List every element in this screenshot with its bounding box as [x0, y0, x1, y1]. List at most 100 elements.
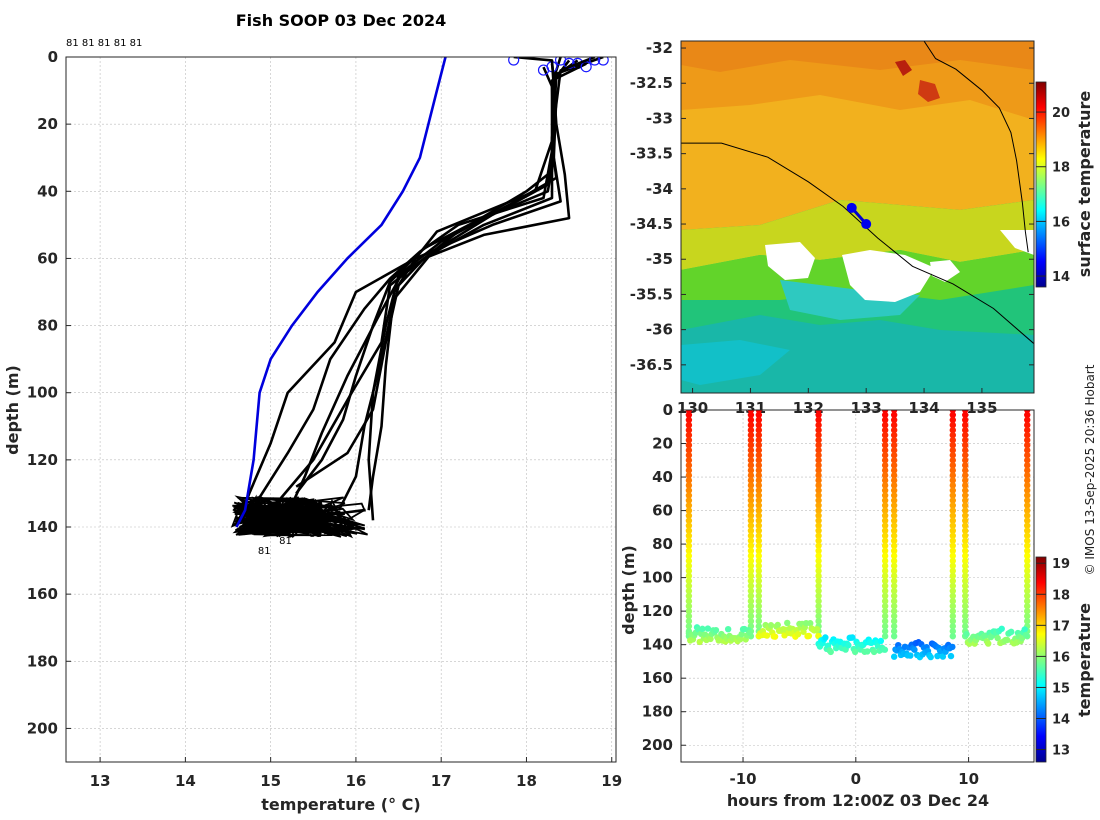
dive-point — [962, 522, 969, 529]
dive-point — [890, 452, 898, 459]
dive-point — [949, 562, 956, 570]
dive-point — [815, 552, 822, 560]
profile-line — [244, 59, 579, 521]
x-tick-label: 16 — [345, 772, 366, 790]
bottom-point — [985, 640, 992, 647]
dive-point — [890, 457, 898, 464]
dive-point — [1024, 602, 1031, 610]
y-tick-label: 80 — [37, 317, 58, 335]
dive-point — [881, 522, 889, 529]
bottom-point — [851, 648, 859, 656]
dive-point — [815, 597, 822, 605]
dive-point — [747, 597, 755, 605]
dive-point — [755, 607, 763, 615]
dive-point — [949, 612, 956, 620]
dive-point — [890, 447, 898, 454]
dive-point — [881, 542, 889, 549]
shelf-contour — [681, 142, 1034, 345]
dive-point — [949, 416, 956, 424]
profile-chart-title: Fish SOOP 03 Dec 2024 — [236, 11, 446, 30]
dive-point — [881, 507, 889, 514]
dive-point — [890, 421, 898, 429]
bottom-point — [911, 646, 918, 653]
dive-point — [685, 447, 693, 454]
y-tick-label: 40 — [37, 182, 58, 200]
dive-point — [962, 421, 969, 429]
dive-point — [747, 436, 755, 444]
dive-point — [755, 577, 763, 585]
dive-point — [890, 431, 898, 439]
dive-point — [755, 421, 763, 429]
lat-tick-label: -36 — [646, 321, 673, 339]
dive-point — [685, 618, 693, 625]
dive-point — [1024, 411, 1031, 419]
dive-point — [685, 582, 693, 590]
bottom-point — [864, 648, 871, 655]
dive-point — [890, 507, 898, 514]
dive-point — [755, 411, 763, 419]
dive-point — [1024, 577, 1031, 585]
dive-point — [1024, 426, 1031, 434]
dive-point — [962, 507, 969, 514]
dive-point — [815, 512, 822, 519]
dive-point — [1024, 517, 1031, 524]
dive-point — [890, 602, 898, 610]
depth-tick-label: 140 — [642, 636, 673, 654]
dive-point — [755, 477, 763, 484]
dive-point — [747, 587, 755, 595]
profile-y-label: depth (m) — [3, 365, 22, 455]
dive-point — [890, 567, 898, 575]
dive-point — [949, 572, 956, 580]
dive-point — [755, 612, 763, 620]
dive-point — [685, 411, 693, 419]
dive-point — [949, 512, 956, 519]
dive-point — [685, 492, 693, 499]
dive-point — [685, 517, 693, 524]
dive-point — [685, 426, 693, 434]
dive-point — [881, 421, 889, 429]
map-colorbar-tick-label: 16 — [1052, 215, 1070, 230]
dive-point — [949, 577, 956, 585]
depth-tick-label: 100 — [642, 569, 673, 587]
dive-point — [890, 472, 898, 479]
dive-point — [949, 477, 956, 484]
dive-point — [962, 592, 969, 600]
dive-point — [815, 497, 822, 504]
bottom-point — [845, 642, 852, 649]
dive-point — [890, 577, 898, 585]
depth-tick-label: 180 — [642, 703, 673, 721]
profile-bottom-label: 81 — [309, 529, 322, 540]
dive-point — [685, 612, 693, 620]
bottom-point — [947, 652, 955, 660]
dive-point — [685, 487, 693, 494]
dive-point — [1024, 507, 1031, 514]
dive-point — [1024, 607, 1031, 615]
dive-point — [890, 552, 898, 560]
bottom-point — [1021, 626, 1028, 633]
bottom-point — [890, 653, 898, 660]
dive-point — [949, 567, 956, 575]
dive-point — [685, 482, 693, 489]
time-depth-frame — [680, 409, 1035, 763]
dive-point — [890, 633, 898, 640]
dive-point — [685, 502, 693, 509]
dive-point — [1024, 547, 1031, 554]
profile-panel: Fish SOOP 03 Dec 2024 81 81 81 81 81 81 8… — [3, 11, 622, 814]
dive-point — [747, 442, 755, 449]
dive-point — [890, 547, 898, 554]
dive-point — [881, 497, 889, 504]
lat-tick-label: -36.5 — [630, 356, 673, 374]
dive-point — [755, 452, 763, 459]
lon-tick-label: 135 — [966, 399, 997, 417]
dive-point — [747, 572, 755, 580]
dive-point — [685, 532, 693, 539]
bottom-point — [771, 633, 779, 640]
dive-point — [747, 537, 755, 544]
temperature-colorbar-tick-label: 17 — [1052, 619, 1070, 634]
y-tick-label: 140 — [27, 518, 58, 536]
dive-point — [815, 602, 822, 610]
dive-point — [890, 607, 898, 615]
dive-point — [1024, 592, 1031, 600]
dive-point — [755, 482, 763, 489]
dive-point — [1024, 587, 1031, 595]
